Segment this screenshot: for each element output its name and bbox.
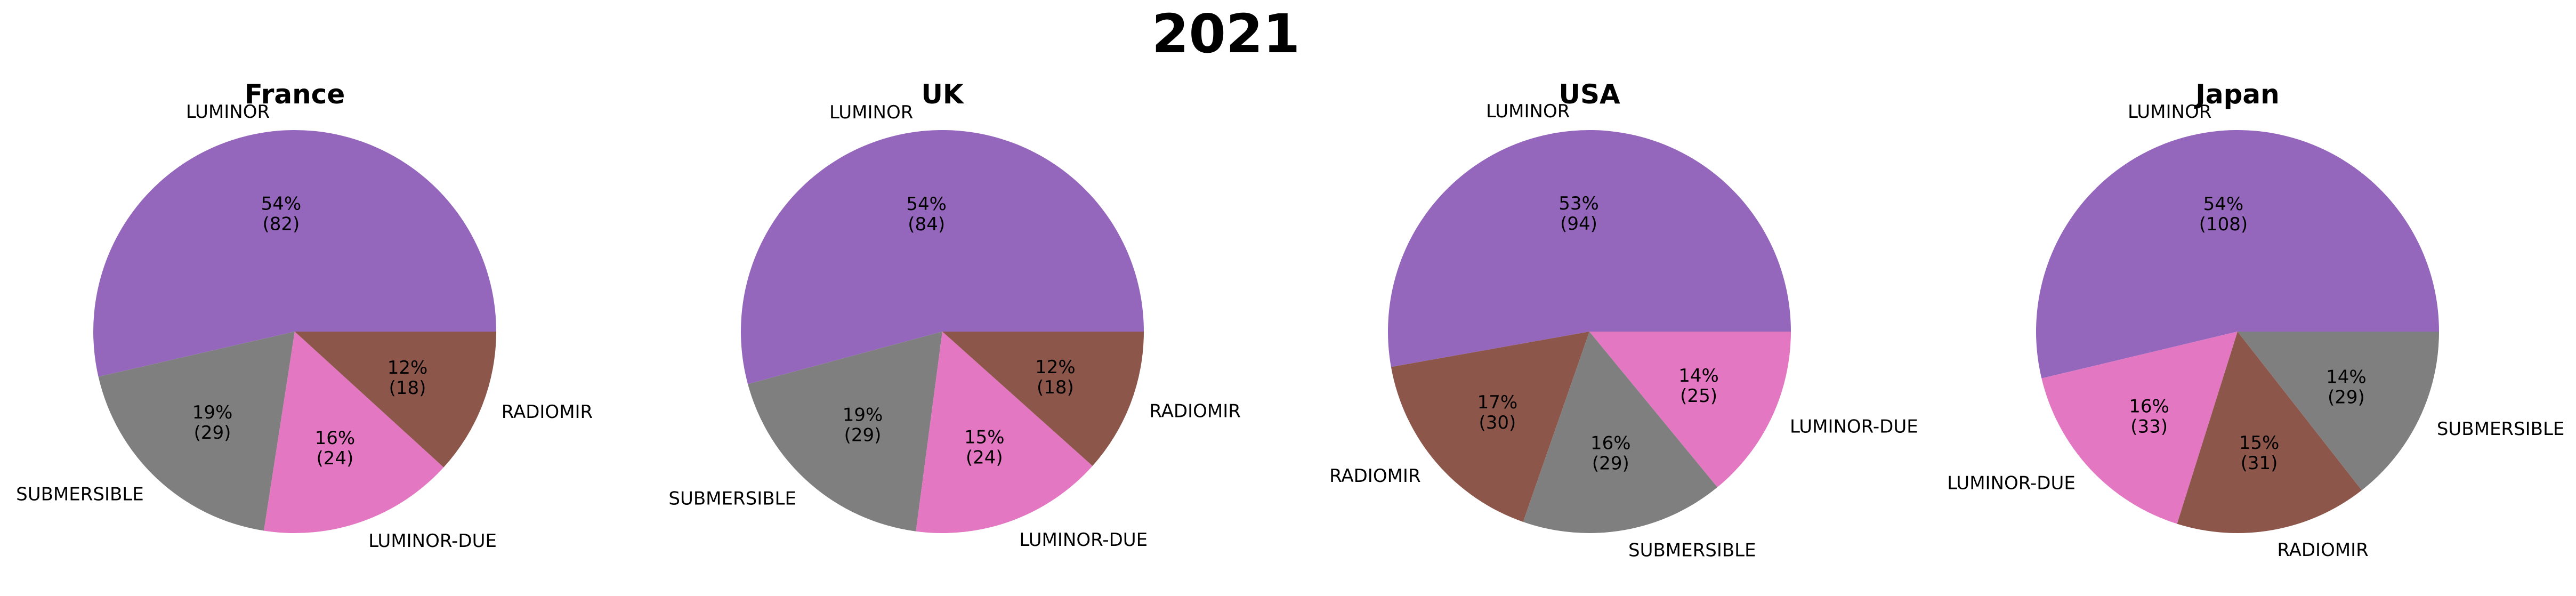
slice-count: (82)	[263, 214, 300, 235]
pie-chart-france: France 54% (82) LUMINOR 19% (29) SUBMERSIBLE 16…	[16, 79, 593, 552]
slice-percent: 19%	[843, 405, 883, 426]
slice-count: (24)	[316, 448, 353, 469]
slice-count: (18)	[389, 377, 426, 399]
slice-value-label: 53% (94)	[1558, 193, 1599, 235]
slice-value-label: 16% (24)	[315, 428, 356, 469]
pie-slice-luminor	[1388, 130, 1791, 367]
pie-slice-radiomir	[295, 332, 496, 468]
slice-label-luminor-due: LUMINOR-DUE	[1790, 416, 1918, 438]
slice-percent: 53%	[1558, 193, 1599, 214]
pie-slice-luminor-due	[264, 332, 444, 534]
slice-value-label: 15% (24)	[964, 427, 1005, 469]
slice-value-label: 16% (33)	[2129, 396, 2169, 438]
pie-chart-usa: USA 53% (94) LUMINOR 17% (30) RADIOMIR 16% (29) S…	[1329, 79, 1918, 561]
slice-percent: 16%	[315, 428, 356, 449]
slice-value-label: 12% (18)	[1035, 357, 1076, 398]
slice-percent: 15%	[964, 427, 1005, 448]
figure-title: 2021	[1152, 3, 1300, 65]
slice-label-radiomir: RADIOMIR	[2277, 539, 2368, 561]
pie-slice-submersible	[98, 332, 295, 531]
pie-slice-luminor-due	[2041, 332, 2238, 524]
slice-label-luminor: LUMINOR	[2128, 101, 2211, 123]
slice-percent: 54%	[906, 194, 947, 215]
slice-count: (29)	[1592, 453, 1629, 474]
pie-slice-radiomir	[942, 332, 1144, 466]
pie-title: Japan	[2194, 79, 2279, 110]
slice-label-submersible: SUBMERSIBLE	[16, 484, 144, 505]
slice-label-luminor-due: LUMINOR-DUE	[1947, 472, 2076, 494]
slice-count: (18)	[1037, 377, 1074, 398]
pie-slice-submersible	[2238, 332, 2439, 490]
slice-label-luminor-due: LUMINOR-DUE	[368, 530, 497, 552]
slice-label-submersible: SUBMERSIBLE	[668, 488, 796, 510]
slice-percent: 14%	[1678, 365, 1719, 386]
slice-percent: 16%	[1590, 432, 1631, 454]
pie-slice-luminor-due	[1589, 332, 1791, 487]
slice-count: (31)	[2241, 453, 2278, 474]
slice-count: (24)	[966, 447, 1003, 469]
slice-value-label: 54% (108)	[2199, 194, 2248, 235]
slice-count: (29)	[194, 422, 231, 444]
pie-slice-luminor-due	[916, 332, 1093, 533]
pie-slice-luminor	[741, 130, 1144, 384]
slice-percent: 15%	[2239, 432, 2280, 454]
slice-label-luminor: LUMINOR	[829, 102, 913, 123]
slice-count: (84)	[908, 214, 945, 235]
pie-title: USA	[1558, 79, 1620, 110]
slice-label-submersible: SUBMERSIBLE	[1628, 539, 1756, 561]
slice-label-luminor: LUMINOR	[186, 101, 270, 123]
slice-label-radiomir: RADIOMIR	[502, 401, 593, 423]
slice-value-label: 15% (31)	[2239, 432, 2280, 474]
slice-percent: 16%	[2129, 396, 2169, 417]
pie-title: UK	[921, 79, 965, 110]
slice-label-luminor-due: LUMINOR-DUE	[1019, 529, 1148, 551]
slice-percent: 19%	[192, 402, 233, 423]
slice-percent: 12%	[1035, 357, 1076, 378]
pie-slice-radiomir	[1391, 332, 1589, 522]
slice-count: (94)	[1560, 213, 1597, 235]
slice-value-label: 14% (25)	[1678, 365, 1719, 407]
slice-percent: 17%	[1477, 392, 1518, 413]
slice-label-submersible: SUBMERSIBLE	[2437, 418, 2565, 440]
pie-chart-uk: UK 54% (84) LUMINOR 19% (29) SUBMERSIBLE 15% (24…	[668, 79, 1241, 551]
slice-value-label: 54% (84)	[906, 194, 947, 235]
pie-slice-submersible	[748, 332, 942, 531]
slice-count: (30)	[1479, 412, 1516, 433]
slice-percent: 12%	[387, 357, 428, 378]
slice-value-label: 16% (29)	[1590, 432, 1631, 474]
slice-value-label: 14% (29)	[2326, 366, 2367, 408]
pie-slice-submersible	[1523, 332, 1718, 534]
slice-value-label: 19% (29)	[192, 402, 233, 444]
slice-percent: 54%	[2203, 194, 2244, 215]
slice-label-radiomir: RADIOMIR	[1329, 465, 1420, 487]
slice-value-label: 17% (30)	[1477, 392, 1518, 433]
slice-value-label: 12% (18)	[387, 357, 428, 399]
pie-slice-radiomir	[2177, 332, 2362, 534]
slice-label-radiomir: RADIOMIR	[1149, 400, 1240, 422]
slice-count: (33)	[2130, 416, 2168, 438]
pie-title: France	[245, 79, 345, 110]
slice-count: (25)	[1680, 385, 1717, 407]
slice-value-label: 54% (82)	[261, 194, 302, 235]
pie-chart-japan: Japan 54% (108) LUMINOR 16% (33) LUMINOR-DUE 15…	[1947, 79, 2564, 561]
slice-count: (108)	[2199, 214, 2248, 235]
pie-slice-luminor	[93, 130, 496, 377]
slice-percent: 14%	[2326, 366, 2367, 388]
slice-label-luminor: LUMINOR	[1486, 101, 1570, 122]
slice-count: (29)	[844, 425, 882, 446]
slice-percent: 54%	[261, 194, 302, 215]
pie-slice-luminor	[2036, 130, 2439, 378]
slice-value-label: 19% (29)	[843, 405, 883, 446]
slice-count: (29)	[2328, 386, 2365, 408]
